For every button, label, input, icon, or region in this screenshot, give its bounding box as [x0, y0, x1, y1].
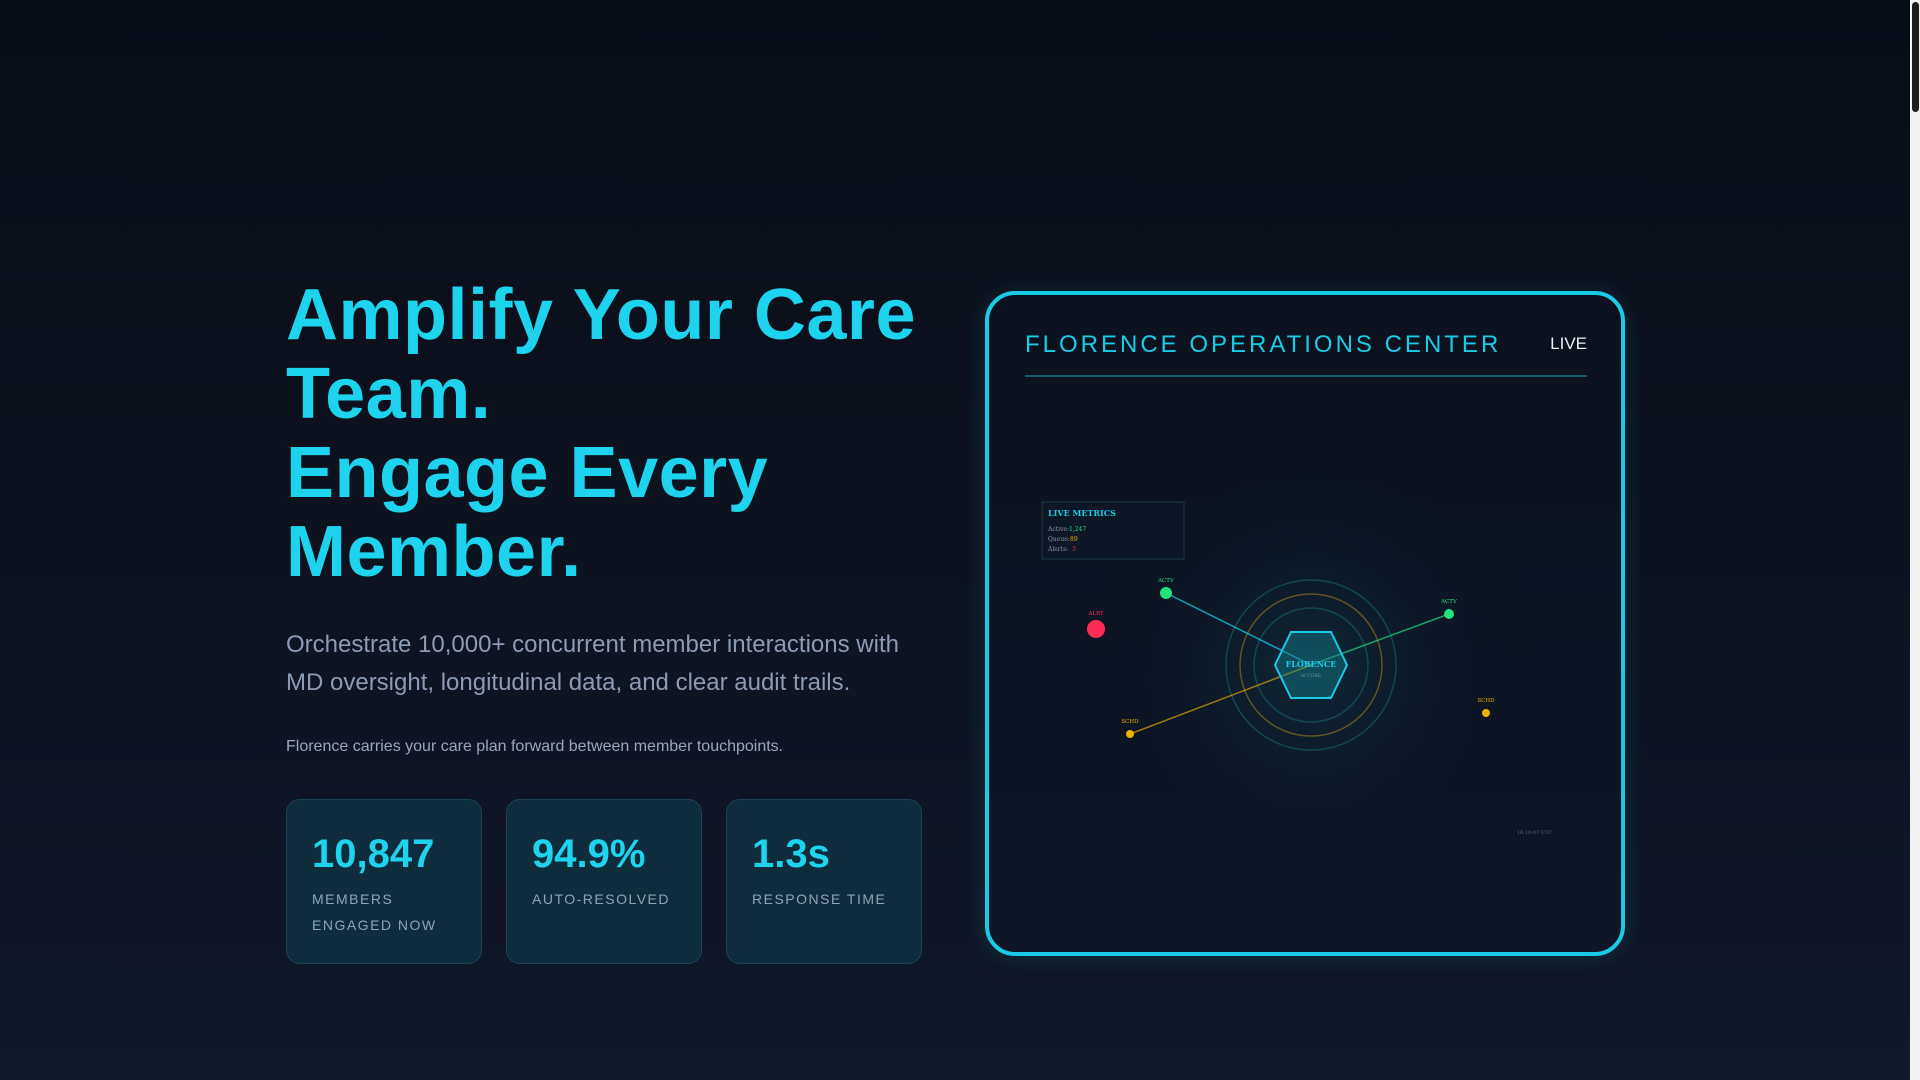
- hero-headline: Amplify Your Care Team. Engage Every Mem…: [286, 276, 946, 592]
- radar-rings: [1225, 579, 1397, 751]
- node-active-dot: [1160, 587, 1172, 599]
- ops-header: FLORENCE OPERATIONS CENTER LIVE: [1025, 331, 1587, 377]
- metrics-queue-label: Queue:: [1048, 536, 1070, 543]
- metrics-active-label: Active:: [1047, 526, 1069, 533]
- live-indicator: LIVE: [1550, 334, 1587, 353]
- radar-ring-inner: [1253, 607, 1369, 723]
- metrics-card: LIVE METRICS Active: 1,247 Queue: 89 Ale…: [1041, 501, 1185, 560]
- stat-card-members: 10,847 Members engaged now: [286, 799, 482, 964]
- stat-label: Response time: [752, 891, 887, 907]
- node-label: SCHD: [1477, 698, 1495, 704]
- node-scheduled-dot: [1482, 709, 1490, 717]
- hero-lead: Orchestrate 10,000+ concurrent member in…: [286, 631, 899, 696]
- node-active-dot: [1444, 609, 1454, 619]
- node-nodes: ACTV ALRT ACTV SCHD SCHD: [1087, 578, 1495, 738]
- radar-ring-middle: [1239, 593, 1383, 737]
- stat-value: 10,847: [312, 832, 435, 876]
- page-scrollbar[interactable]: [1910, 0, 1920, 1080]
- headline-line: Member.: [286, 512, 582, 592]
- metrics-alerts-value: 3: [1072, 546, 1076, 553]
- hero-note: Florence carries your care plan forward …: [286, 738, 784, 755]
- node-alert-dot: [1087, 620, 1105, 638]
- hub: FLORENCE AI CORE: [1273, 631, 1349, 699]
- radar-ring-outer: [1225, 579, 1397, 751]
- stat-value: 1.3s: [752, 832, 830, 876]
- metrics-queue-value: 89: [1070, 536, 1078, 543]
- stat-card-response-time: 1.3s Response time: [726, 799, 922, 964]
- node-label: ACTV: [1157, 578, 1175, 584]
- node-scheduled-dot: [1126, 730, 1134, 738]
- ops-title: FLORENCE OPERATIONS CENTER: [1025, 331, 1502, 358]
- headline-line: Engage Every: [286, 433, 769, 513]
- connection-line: [1165, 592, 1312, 666]
- node-label: ACTV: [1440, 599, 1458, 605]
- ops-timestamp: 18:19:07 UTC: [1517, 830, 1553, 836]
- metrics-title: LIVE METRICS: [1048, 508, 1116, 518]
- hero-section: Amplify Your Care Team. Engage Every Mem…: [286, 276, 946, 756]
- stat-value: 94.9%: [532, 832, 646, 876]
- stat-card-auto-resolved: 94.9% Auto-resolved: [506, 799, 702, 964]
- hub-label: FLORENCE: [1286, 659, 1337, 669]
- stat-label: Auto-resolved: [532, 891, 671, 907]
- hub-hexagon-icon: [1273, 631, 1349, 699]
- metrics-active-value: 1,247: [1069, 526, 1086, 533]
- hub-sublabel: AI CORE: [1300, 673, 1321, 679]
- node-label: SCHD: [1121, 719, 1139, 725]
- metrics-card-frame: [1041, 501, 1185, 560]
- headline-line: Amplify Your Care: [286, 275, 916, 355]
- scrollbar-thumb[interactable]: [1912, 2, 1919, 112]
- connection-line: [1310, 613, 1450, 666]
- operations-center-panel: LIVE METRICS Active: 1,247 Queue: 89 Ale…: [985, 291, 1625, 956]
- node-label: ALRT: [1087, 611, 1104, 617]
- metrics-alerts-label: Alerts:: [1047, 546, 1068, 553]
- headline-line: Team.: [286, 354, 492, 434]
- stat-label: Members engaged now: [312, 891, 437, 933]
- operations-map: LIVE METRICS Active: 1,247 Queue: 89 Ale…: [1041, 435, 1553, 895]
- stats-row: 10,847 Members engaged now 94.9% Auto-re…: [286, 799, 922, 964]
